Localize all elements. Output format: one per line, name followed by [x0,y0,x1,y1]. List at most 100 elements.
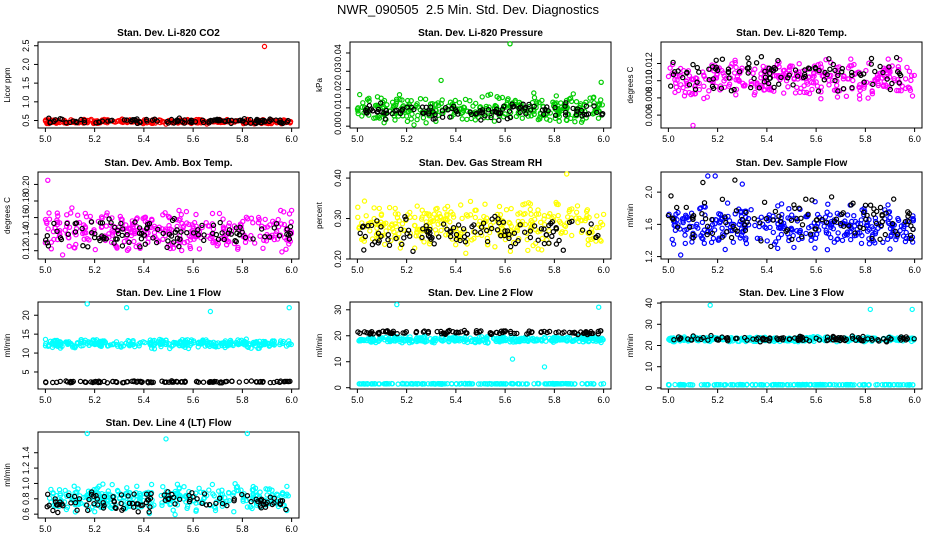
data-point [79,230,86,237]
data-point [84,507,91,514]
data-point [125,246,132,252]
data-point [869,88,875,95]
data-point [789,212,795,218]
data-point [154,237,160,243]
data-point [677,382,683,388]
data-point [232,237,238,244]
data-point [670,216,676,222]
data-point [527,206,534,213]
data-point [906,382,913,388]
data-point [812,226,818,232]
data-point [120,343,127,349]
data-point [904,382,910,388]
data-point [209,233,215,240]
data-point [162,379,168,385]
data-point [481,336,487,343]
y-tick-label: 1.2 [644,250,654,263]
data-point [119,243,126,249]
data-point [479,94,485,100]
data-point [578,107,585,114]
data-point [535,207,541,213]
data-point [219,500,226,507]
data-point [46,342,52,348]
data-point [781,223,787,229]
data-point [203,337,209,343]
data-point [770,217,776,223]
data-point [236,379,242,385]
data-point [745,70,751,76]
data-point [447,114,453,120]
data-point [446,335,452,342]
data-point [733,335,739,342]
outlier-point [84,301,90,307]
data-point [79,225,85,232]
data-point [742,225,749,231]
data-point [403,381,410,387]
data-point [220,216,226,222]
data-point [88,489,95,495]
data-point [237,117,244,123]
x-tick-label: 5.0 [351,265,364,275]
data-point [80,242,86,249]
data-point [407,214,413,220]
data-point [407,233,413,239]
data-point [839,69,845,75]
chart-title: Stan. Dev. Li-820 Pressure [418,28,543,39]
data-point [170,342,176,348]
data-point [210,238,217,244]
data-point [477,229,484,236]
data-point [674,224,681,230]
data-point [689,214,696,220]
data-point [159,378,165,384]
data-point [775,57,781,64]
data-point [73,231,79,238]
data-point [376,331,382,337]
data-point [512,240,519,247]
data-point [168,227,175,233]
data-point [810,75,816,81]
y-tick-label: 0.02 [333,81,343,99]
data-point [776,81,782,87]
data-point [492,213,498,220]
x-tick-label: 5.0 [39,265,52,275]
data-point [566,208,572,215]
data-point [681,93,688,99]
data-point [819,216,825,223]
data-point [160,484,166,490]
y-tick-label: 20 [644,340,654,350]
data-point [511,103,517,110]
data-point [148,491,154,497]
data-point [742,227,749,234]
data-point [546,328,553,335]
data-point [85,244,91,250]
data-point [190,230,197,236]
data-point [896,382,902,388]
data-point [538,219,544,226]
data-point [835,72,841,79]
data-point [484,227,490,234]
data-point [402,330,408,336]
data-point [570,91,577,97]
y-tick-label: 0.006 [644,104,654,127]
data-point [539,107,546,113]
data-point [684,70,690,76]
data-point [44,220,50,226]
data-point [669,236,675,243]
data-point [792,67,799,73]
data-point [221,236,227,243]
data-point [183,208,190,215]
data-point [531,94,538,101]
data-point [531,90,537,96]
data-point [672,76,678,83]
data-point [593,234,599,240]
data-point [839,237,846,244]
data-point [516,105,522,111]
data-point [285,493,291,499]
data-point [436,102,442,109]
y-tick-label: 1.0 [21,477,31,490]
data-point [368,106,375,112]
data-point [877,204,884,211]
data-point [105,488,112,494]
data-point [78,337,84,343]
data-point [55,509,61,516]
